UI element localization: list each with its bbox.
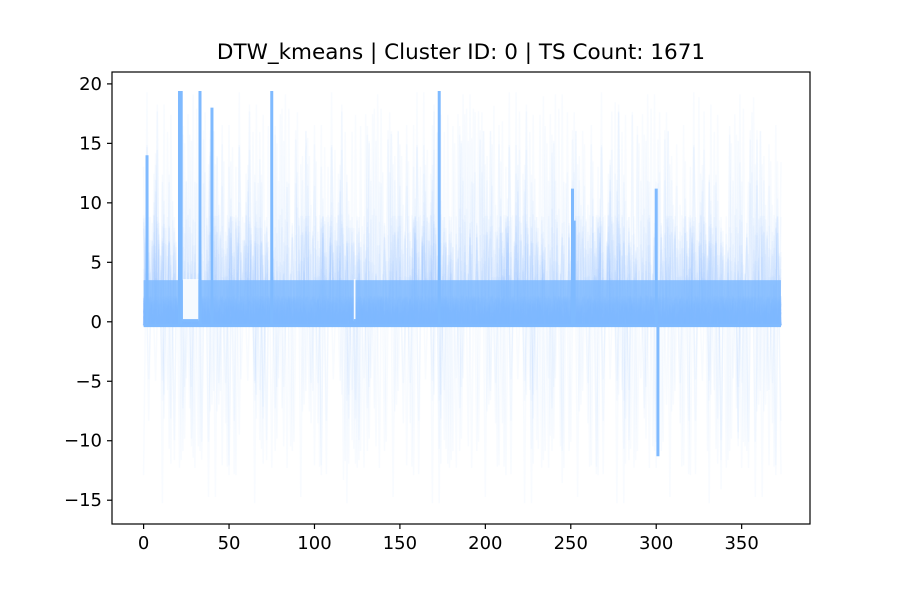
flat-segment-gap [182,279,199,321]
y-tick-label: −5 [75,371,102,392]
chart-title: DTW_kmeans | Cluster ID: 0 | TS Count: 1… [217,40,705,65]
y-tick-label: 15 [79,133,102,154]
plot-frame [111,71,811,525]
x-tick-label: 200 [468,533,502,554]
y-tick-label: −10 [64,431,102,452]
x-tick-label: 300 [639,533,673,554]
x-tick-label: 150 [383,533,417,554]
y-tick-label: 0 [91,312,102,333]
axes-layer: 0 50 100 150 200 250 300 350 −15 −10 −5 0 5 10 15 20 [64,71,811,554]
y-tick-label: 10 [79,193,102,214]
x-tick-label: 100 [297,533,331,554]
x-tick-label: 0 [138,533,149,554]
dense-band [143,280,781,326]
y-tick-label: 20 [79,74,102,95]
x-tick-label: 350 [724,533,758,554]
flat-segment-gap [353,279,356,321]
plot-layer [142,91,782,504]
x-tick-label: 50 [218,533,241,554]
y-tick-label: −15 [64,490,102,511]
y-tick-label: 5 [91,252,102,273]
x-tick-label: 250 [554,533,588,554]
